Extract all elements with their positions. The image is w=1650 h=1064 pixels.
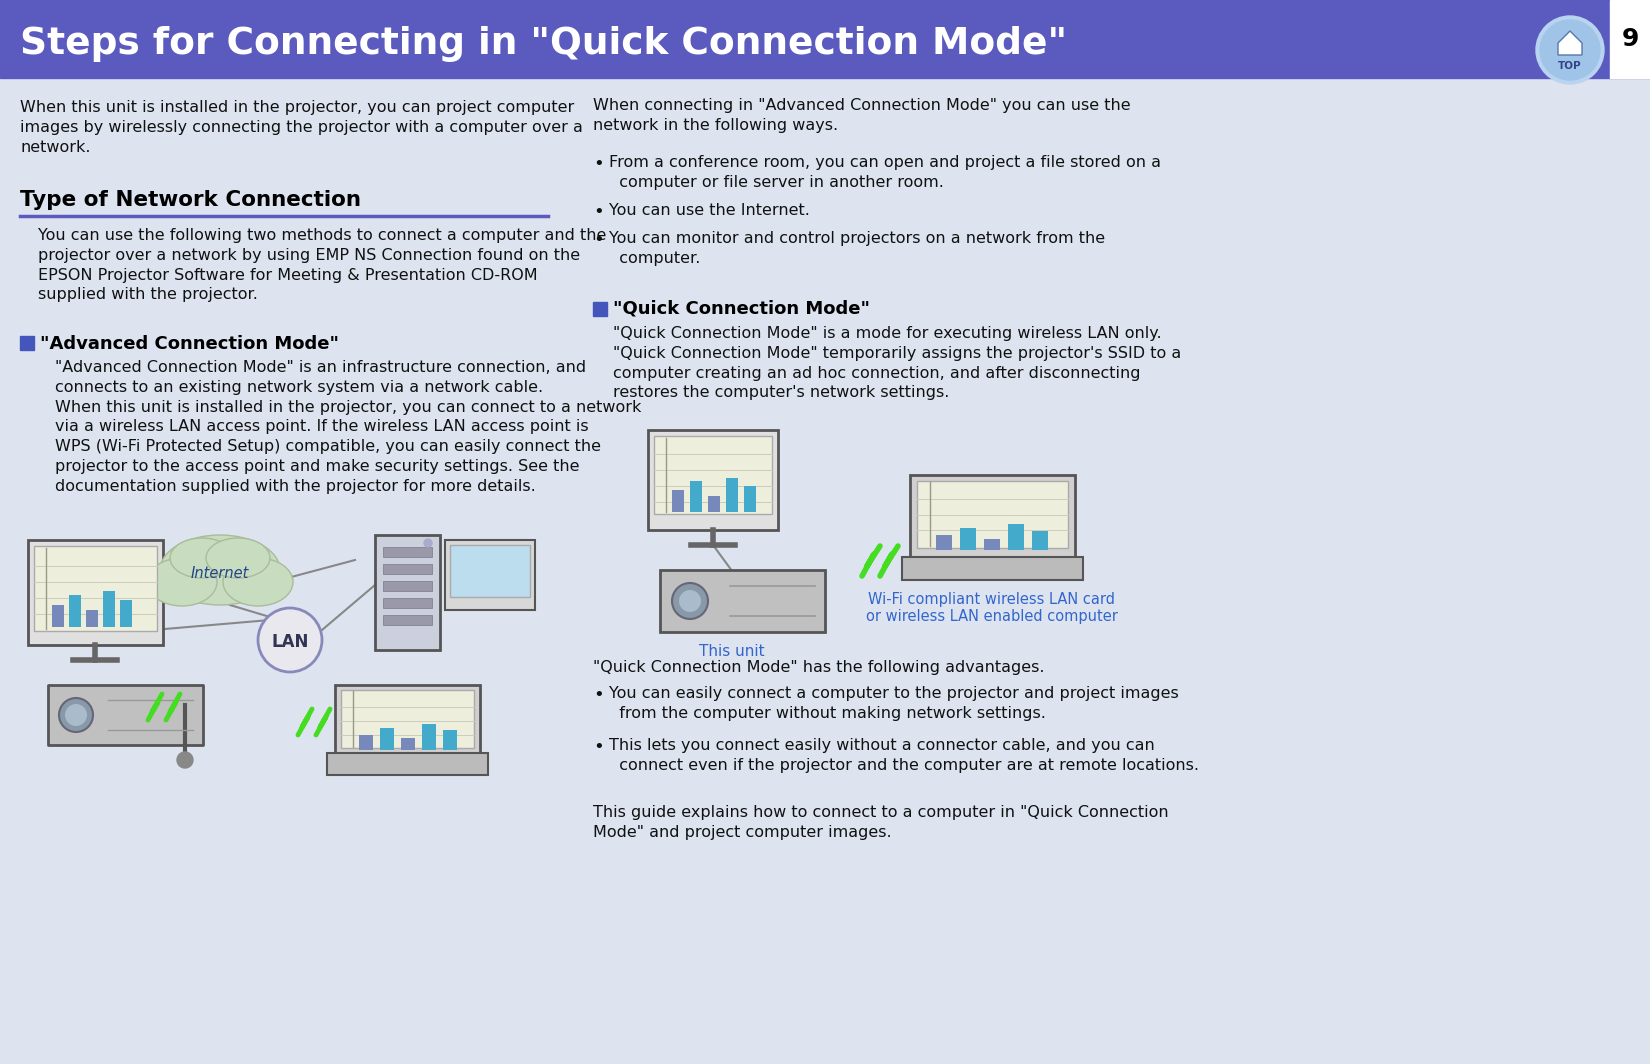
Text: You can use the following two methods to connect a computer and the
projector ov: You can use the following two methods to…	[38, 228, 607, 302]
Bar	[653, 436, 772, 514]
Text: TOP: TOP	[1558, 61, 1582, 71]
Text: You can monitor and control projectors on a network from the
  computer.: You can monitor and control projectors o…	[609, 231, 1106, 266]
Circle shape	[257, 608, 322, 672]
Bar	[911, 475, 1076, 558]
Bar	[48, 685, 203, 745]
Bar	[960, 528, 977, 550]
Text: •: •	[592, 203, 604, 221]
Bar	[53, 605, 64, 627]
Bar	[690, 481, 701, 512]
Text: This lets you connect easily without a connector cable, and you can
  connect ev: This lets you connect easily without a c…	[609, 738, 1200, 772]
Bar	[383, 564, 432, 573]
Bar	[708, 496, 719, 512]
Bar	[401, 738, 416, 750]
Bar	[35, 546, 157, 631]
Text: Wi-Fi compliant wireless LAN card
or wireless LAN enabled computer: Wi-Fi compliant wireless LAN card or wir…	[866, 592, 1119, 625]
Text: Type of Network Connection: Type of Network Connection	[20, 190, 361, 210]
Text: "Quick Connection Mode" is a mode for executing wireless LAN only.
"Quick Connec: "Quick Connection Mode" is a mode for ex…	[614, 326, 1181, 400]
Text: When connecting in "Advanced Connection Mode" you can use the
network in the fol: When connecting in "Advanced Connection …	[592, 98, 1130, 133]
Text: 9: 9	[1622, 27, 1638, 51]
Bar	[648, 430, 779, 530]
Bar	[446, 541, 535, 610]
Text: This unit: This unit	[700, 644, 766, 659]
Text: From a conference room, you can open and project a file stored on a
  computer o: From a conference room, you can open and…	[609, 155, 1162, 189]
Bar	[450, 545, 530, 597]
Circle shape	[1539, 20, 1600, 80]
Bar	[342, 689, 474, 748]
Bar	[903, 556, 1082, 580]
Ellipse shape	[170, 538, 234, 578]
Bar	[380, 728, 394, 750]
Ellipse shape	[64, 704, 87, 726]
Ellipse shape	[147, 558, 218, 606]
Bar	[383, 581, 432, 591]
Circle shape	[1536, 16, 1604, 84]
Text: You can use the Internet.: You can use the Internet.	[609, 203, 810, 218]
Text: "Advanced Connection Mode": "Advanced Connection Mode"	[40, 335, 338, 353]
Text: You can easily connect a computer to the projector and project images
  from the: You can easily connect a computer to the…	[609, 686, 1178, 720]
Bar	[1031, 531, 1048, 550]
Text: •: •	[592, 231, 604, 249]
Text: •: •	[592, 155, 604, 173]
Ellipse shape	[59, 698, 92, 732]
Bar	[383, 547, 432, 556]
Bar	[917, 481, 1068, 548]
Bar	[936, 535, 952, 550]
Bar	[592, 302, 607, 316]
Bar	[744, 486, 756, 512]
Circle shape	[424, 539, 432, 547]
Text: This guide explains how to connect to a computer in "Quick Connection
Mode" and : This guide explains how to connect to a …	[592, 805, 1168, 839]
Bar	[672, 491, 685, 512]
Bar	[102, 591, 116, 627]
Text: •: •	[592, 738, 604, 757]
Bar	[422, 724, 436, 750]
Text: Internet: Internet	[191, 566, 249, 582]
Ellipse shape	[672, 583, 708, 619]
Ellipse shape	[206, 538, 271, 578]
Text: •: •	[592, 686, 604, 704]
Circle shape	[177, 752, 193, 768]
Bar	[383, 598, 432, 608]
Text: "Advanced Connection Mode" is an infrastructure connection, and
connects to an e: "Advanced Connection Mode" is an infrast…	[54, 360, 642, 494]
Text: Steps for Connecting in "Quick Connection Mode": Steps for Connecting in "Quick Connectio…	[20, 26, 1068, 62]
Bar	[726, 478, 738, 512]
Bar	[28, 541, 163, 645]
Ellipse shape	[680, 591, 701, 612]
Bar	[1008, 523, 1025, 550]
Bar	[327, 753, 488, 775]
Bar	[383, 615, 432, 625]
Bar	[69, 595, 81, 627]
Bar	[20, 336, 35, 350]
Bar	[660, 570, 825, 632]
Bar	[1610, 0, 1650, 78]
Bar	[375, 535, 441, 650]
Bar	[0, 0, 1650, 78]
Bar	[442, 730, 457, 750]
Ellipse shape	[223, 558, 294, 606]
Bar	[86, 610, 97, 627]
Text: "Quick Connection Mode" has the following advantages.: "Quick Connection Mode" has the followin…	[592, 660, 1044, 675]
Polygon shape	[1558, 31, 1582, 55]
Text: When this unit is installed in the projector, you can project computer
images by: When this unit is installed in the proje…	[20, 100, 582, 154]
Bar	[360, 735, 373, 750]
Ellipse shape	[160, 535, 280, 605]
Bar	[335, 685, 480, 755]
Bar	[120, 600, 132, 627]
Bar	[983, 539, 1000, 550]
Text: "Quick Connection Mode": "Quick Connection Mode"	[614, 300, 870, 318]
Text: LAN: LAN	[271, 633, 309, 651]
